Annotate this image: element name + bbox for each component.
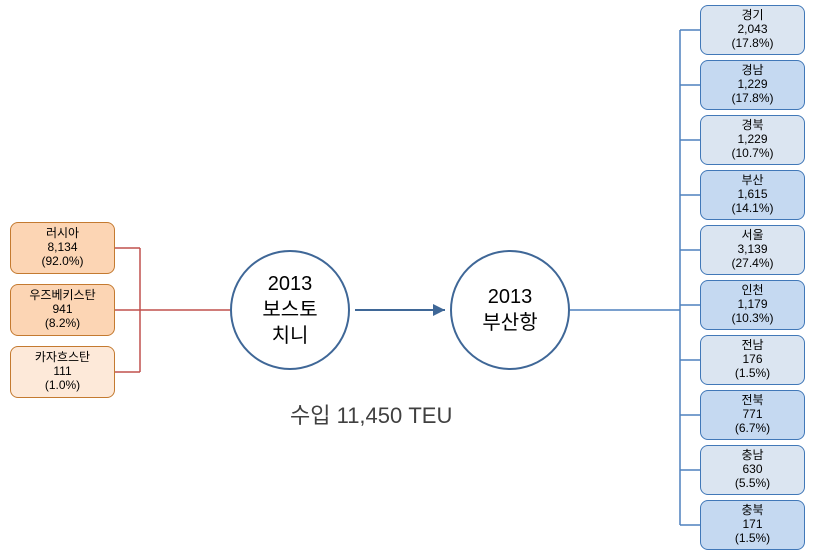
circle-line: 보스토 xyxy=(262,297,317,323)
caption-text: 수입 11,450 TEU xyxy=(290,398,452,430)
circle-line: 부산항 xyxy=(482,310,537,336)
right-node-name: 인천 xyxy=(741,284,763,298)
right-node-value: 1,179 xyxy=(737,298,767,312)
right-node-6: 전남176(1.5%) xyxy=(700,335,805,385)
right-node-name: 경기 xyxy=(741,9,763,23)
right-node-value: 2,043 xyxy=(737,23,767,37)
right-node-7: 전북771(6.7%) xyxy=(700,390,805,440)
right-node-pct: (1.5%) xyxy=(735,367,770,381)
left-node-pct: (1.0%) xyxy=(45,379,80,393)
right-node-pct: (10.7%) xyxy=(731,147,773,161)
right-node-pct: (17.8%) xyxy=(731,37,773,51)
left-node-0: 러시아8,134(92.0%) xyxy=(10,222,115,274)
circle-line: 2013 xyxy=(268,271,313,297)
right-node-value: 3,139 xyxy=(737,243,767,257)
right-node-value: 630 xyxy=(742,463,762,477)
right-node-3: 부산1,615(14.1%) xyxy=(700,170,805,220)
right-node-pct: (14.1%) xyxy=(731,202,773,216)
right-node-value: 176 xyxy=(742,353,762,367)
right-node-name: 경북 xyxy=(741,119,763,133)
right-node-name: 부산 xyxy=(741,174,763,188)
circle-line: 2013 xyxy=(488,284,533,310)
right-node-8: 충남630(5.5%) xyxy=(700,445,805,495)
right-node-name: 충북 xyxy=(741,504,763,518)
left-node-1: 우즈베키스탄941(8.2%) xyxy=(10,284,115,336)
left-node-value: 941 xyxy=(52,303,72,317)
right-node-name: 전북 xyxy=(741,394,763,408)
right-node-2: 경북1,229(10.7%) xyxy=(700,115,805,165)
right-node-value: 1,229 xyxy=(737,78,767,92)
left-node-2: 카자흐스탄111(1.0%) xyxy=(10,346,115,398)
right-node-4: 서울3,139(27.4%) xyxy=(700,225,805,275)
right-node-pct: (5.5%) xyxy=(735,477,770,491)
left-node-value: 111 xyxy=(53,365,71,379)
left-node-pct: (92.0%) xyxy=(41,255,83,269)
right-node-value: 171 xyxy=(742,518,762,532)
right-node-value: 1,229 xyxy=(737,133,767,147)
circle-node: 2013부산항 xyxy=(450,250,570,370)
left-node-name: 우즈베키스탄 xyxy=(29,289,95,303)
right-node-value: 771 xyxy=(742,408,762,422)
right-node-pct: (1.5%) xyxy=(735,532,770,546)
right-node-pct: (10.3%) xyxy=(731,312,773,326)
right-node-name: 서울 xyxy=(741,229,763,243)
right-node-name: 충남 xyxy=(741,449,763,463)
right-node-pct: (17.8%) xyxy=(731,92,773,106)
left-node-name: 러시아 xyxy=(46,227,79,241)
right-node-9: 충북171(1.5%) xyxy=(700,500,805,550)
left-node-pct: (8.2%) xyxy=(45,317,80,331)
right-node-5: 인천1,179(10.3%) xyxy=(700,280,805,330)
right-node-1: 경남1,229(17.8%) xyxy=(700,60,805,110)
left-node-name: 카자흐스탄 xyxy=(35,351,90,365)
right-node-name: 전남 xyxy=(741,339,763,353)
right-node-0: 경기2,043(17.8%) xyxy=(700,5,805,55)
right-node-name: 경남 xyxy=(741,64,763,78)
right-node-value: 1,615 xyxy=(737,188,767,202)
right-node-pct: (6.7%) xyxy=(735,422,770,436)
circle-node: 2013보스토치니 xyxy=(230,250,350,370)
left-node-value: 8,134 xyxy=(47,241,77,255)
right-node-pct: (27.4%) xyxy=(731,257,773,271)
circle-line: 치니 xyxy=(272,323,309,349)
